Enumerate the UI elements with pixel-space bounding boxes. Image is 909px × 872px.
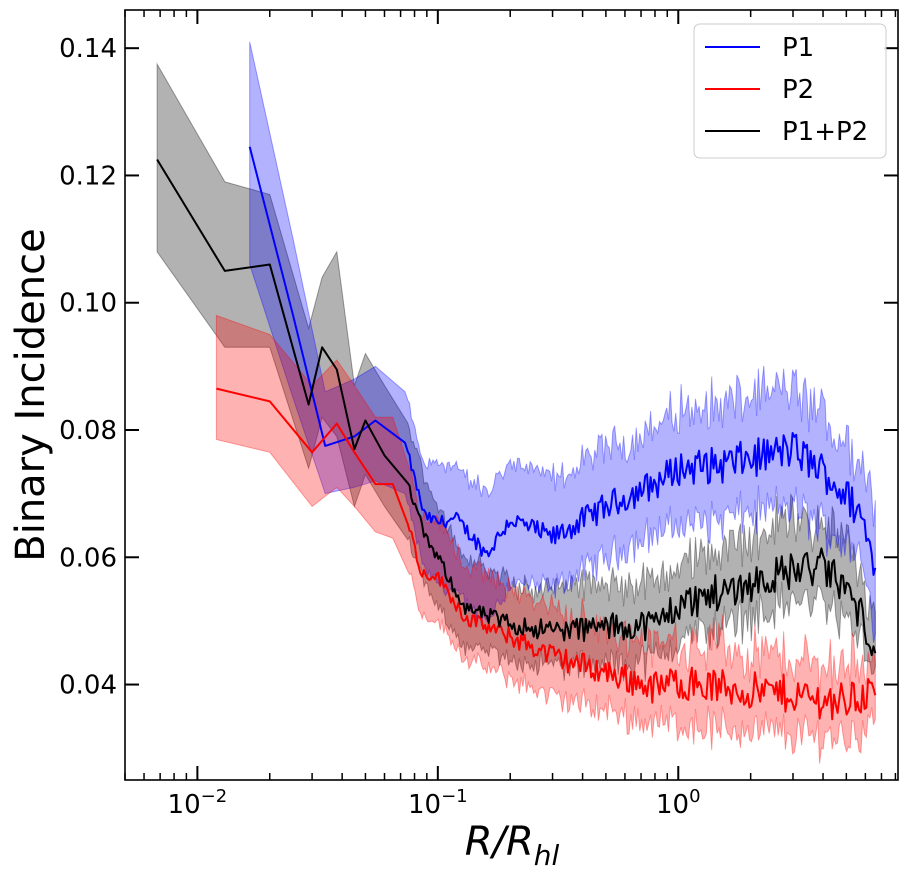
x-tick-label-base: 10 [408,790,441,820]
y-tick-label: 0.06 [59,543,117,573]
x-tick-label: 10−2 [168,786,228,820]
legend-label-p1p2: P1+P2 [782,117,868,147]
legend-label-p2: P2 [782,75,814,105]
legend: P1 P2 P1+P2 [693,23,887,159]
y-tick-label: 0.14 [59,34,117,64]
x-axis-label-main: R/R [465,819,534,865]
line-p2 [216,387,877,721]
x-tick-label-base: 10 [168,790,201,820]
x-tick-label-exponent: −1 [441,786,468,807]
x-tick-label: 10−1 [408,786,468,820]
legend-label-p1: P1 [782,33,814,63]
y-tick-label: 0.12 [59,161,117,191]
x-tick-label-base: 10 [656,790,689,820]
axis-ticks [124,10,898,780]
y-tick-label: 0.04 [59,671,117,701]
y-tick-label: 0.08 [59,416,117,446]
x-tick-label-exponent: 0 [689,786,700,807]
x-axis-label: R/Rhl [465,819,560,872]
line-p1pp2 [156,158,877,657]
x-axis-label-subscript: hl [534,839,560,872]
band-p1 [249,41,876,643]
line-p1 [248,146,877,576]
series-lines [156,146,877,721]
legend-box [693,23,887,159]
plot-frame [124,9,899,781]
band-p2 [215,314,876,764]
x-tick-label: 100 [656,786,701,820]
x-tick-label-exponent: −2 [201,786,228,807]
y-axis-label: Binary Incidence [8,228,54,561]
y-tick-label: 0.10 [59,289,117,319]
